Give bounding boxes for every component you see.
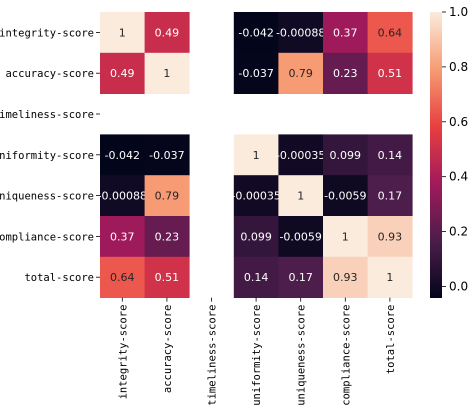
heatmap-cell-integrity-score-accuracy-score (144, 12, 190, 54)
cell-value-accuracy-score-uniformity-score: -0.037 (238, 67, 273, 80)
column-label-uniqueness-score: uniqueness-score (296, 305, 308, 405)
cell-value-total-score-uniqueness-score: 0.17 (288, 271, 313, 284)
row-label-uniqueness-score: uniqueness-score (0, 191, 94, 203)
heatmap-cell-uniformity-score-accuracy-score (144, 134, 190, 176)
colorbar: 0.0 0.2 0.4 0.6 0.8 1.0 (430, 5, 468, 298)
heatmap-cells: 1 0.49 -0.042 -0.00088 0.37 0.640.49 1 -0.037 0.… (98, 12, 413, 298)
heatmap-cell-total-score-compliance-score (323, 256, 368, 298)
cell-value-integrity-score-accuracy-score: 0.49 (155, 26, 180, 39)
cell-value-uniformity-score-total-score: 0.14 (378, 149, 403, 162)
heatmap-cell-compliance-score-uniformity-score (233, 216, 279, 258)
row-label-uniformity-score: uniformity-score (0, 150, 94, 162)
column-label-accuracy-score: accuracy-score (162, 305, 174, 394)
heatmap-cell-total-score-uniformity-score (233, 256, 279, 298)
colorbar-tick-label: 0.6 (449, 115, 468, 129)
cell-value-integrity-score-uniqueness-score: -0.00088 (276, 26, 325, 39)
cell-value-uniqueness-score-total-score: 0.17 (378, 190, 403, 203)
cell-value-compliance-score-integrity-score: 0.37 (110, 230, 135, 243)
heatmap-cell-accuracy-score-accuracy-score (144, 52, 190, 94)
cell-value-accuracy-score-integrity-score: 0.49 (110, 67, 135, 80)
colorbar-tick-label: 0.2 (449, 225, 468, 239)
cell-value-total-score-total-score: 1 (386, 271, 393, 284)
heatmap-cell-integrity-score-uniformity-score (233, 12, 279, 54)
heatmap-cell-total-score-total-score (367, 256, 413, 298)
row-label-timeliness-score: timeliness-score (0, 109, 94, 121)
heatmap-cell-compliance-score-uniqueness-score (278, 216, 324, 258)
cell-value-compliance-score-uniqueness-score: -0.0059 (279, 230, 321, 243)
cell-value-integrity-score-total-score: 0.64 (378, 26, 403, 39)
row-label-total-score: total-score (24, 272, 94, 284)
cell-value-uniqueness-score-uniqueness-score: 1 (297, 190, 304, 203)
heatmap-cell-total-score-accuracy-score (144, 256, 190, 298)
heatmap-cell-total-score-integrity-score (100, 256, 145, 298)
colorbar-gradient (430, 12, 442, 298)
cell-value-accuracy-score-accuracy-score: 1 (163, 67, 170, 80)
row-label-accuracy-score: accuracy-score (5, 68, 94, 80)
colorbar-tick-label: 0.4 (449, 170, 468, 184)
cell-value-compliance-score-total-score: 0.93 (378, 230, 403, 243)
column-label-total-score: total-score (385, 305, 397, 375)
heatmap-cell-accuracy-score-compliance-score (323, 52, 368, 94)
cell-value-uniqueness-score-integrity-score: -0.00088 (98, 190, 147, 203)
heatmap-cell-compliance-score-compliance-score (323, 216, 368, 258)
colorbar-tick-label: 1.0 (449, 5, 468, 19)
column-label-compliance-score: compliance-score (340, 305, 352, 405)
heatmap-cell-integrity-score-uniqueness-score (278, 12, 324, 54)
heatmap-cell-integrity-score-integrity-score (100, 12, 145, 54)
cell-value-uniqueness-score-compliance-score: -0.0059 (324, 190, 366, 203)
cell-value-compliance-score-compliance-score: 1 (342, 230, 349, 243)
cell-value-compliance-score-accuracy-score: 0.23 (155, 230, 180, 243)
heatmap-cell-integrity-score-total-score (367, 12, 413, 54)
column-labels: integrity-score accuracy-score timeliness-… (117, 297, 397, 405)
cell-value-uniformity-score-compliance-score: 0.099 (330, 149, 362, 162)
cell-value-uniformity-score-integrity-score: -0.042 (105, 149, 140, 162)
heatmap-cell-uniqueness-score-accuracy-score (144, 175, 190, 217)
heatmap-cell-uniqueness-score-integrity-score (100, 175, 145, 217)
cell-value-accuracy-score-compliance-score: 0.23 (333, 67, 358, 80)
cell-value-accuracy-score-uniqueness-score: 0.79 (288, 67, 313, 80)
cell-value-uniformity-score-uniformity-score: 1 (253, 149, 260, 162)
cell-value-integrity-score-integrity-score: 1 (119, 26, 126, 39)
heatmap-cell-uniformity-score-uniformity-score (233, 134, 279, 176)
cell-value-uniformity-score-uniqueness-score: -0.00035 (276, 149, 325, 162)
heatmap-cell-uniqueness-score-compliance-score (323, 175, 368, 217)
colorbar-tick-label: 0.0 (449, 279, 468, 293)
heatmap-cell-accuracy-score-integrity-score (100, 52, 145, 94)
heatmap-cell-compliance-score-accuracy-score (144, 216, 190, 258)
colorbar-tick-label: 0.8 (449, 60, 468, 74)
cell-value-uniqueness-score-accuracy-score: 0.79 (155, 190, 180, 203)
row-label-compliance-score: compliance-score (0, 231, 94, 243)
row-labels: integrity-score accuracy-score timeliness-… (0, 27, 100, 284)
cell-value-uniqueness-score-uniformity-score: -0.00035 (231, 190, 280, 203)
heatmap-cell-uniformity-score-total-score (367, 134, 413, 176)
heatmap-cell-uniqueness-score-uniqueness-score (278, 175, 324, 217)
cell-value-total-score-uniformity-score: 0.14 (244, 271, 269, 284)
heatmap-cell-uniformity-score-integrity-score (100, 134, 145, 176)
column-label-integrity-score: integrity-score (117, 305, 129, 400)
heatmap-cell-total-score-uniqueness-score (278, 256, 324, 298)
heatmap-cell-uniformity-score-compliance-score (323, 134, 368, 176)
row-label-integrity-score: integrity-score (0, 27, 94, 39)
heatmap-cell-integrity-score-compliance-score (323, 12, 368, 54)
heatmap-cell-accuracy-score-uniformity-score (233, 52, 279, 94)
column-label-uniformity-score: uniformity-score (251, 305, 263, 405)
column-label-timeliness-score: timeliness-score (207, 305, 219, 405)
heatmap-cell-accuracy-score-uniqueness-score (278, 52, 324, 94)
cell-value-integrity-score-uniformity-score: -0.042 (238, 26, 273, 39)
heatmap-cell-compliance-score-integrity-score (100, 216, 145, 258)
cell-value-accuracy-score-total-score: 0.51 (378, 67, 403, 80)
heatmap-cell-uniformity-score-uniqueness-score (278, 134, 324, 176)
cell-value-integrity-score-compliance-score: 0.37 (333, 26, 358, 39)
heatmap-cell-compliance-score-total-score (367, 216, 413, 258)
cell-value-total-score-accuracy-score: 0.51 (155, 271, 180, 284)
cell-value-compliance-score-uniformity-score: 0.099 (240, 230, 272, 243)
heatmap-cell-uniqueness-score-uniformity-score (233, 175, 279, 217)
heatmap-cell-uniqueness-score-total-score (367, 175, 413, 217)
cell-value-total-score-integrity-score: 0.64 (110, 271, 135, 284)
cell-value-uniformity-score-accuracy-score: -0.037 (149, 149, 184, 162)
heatmap-cell-accuracy-score-total-score (367, 52, 413, 94)
cell-value-total-score-compliance-score: 0.93 (333, 271, 358, 284)
